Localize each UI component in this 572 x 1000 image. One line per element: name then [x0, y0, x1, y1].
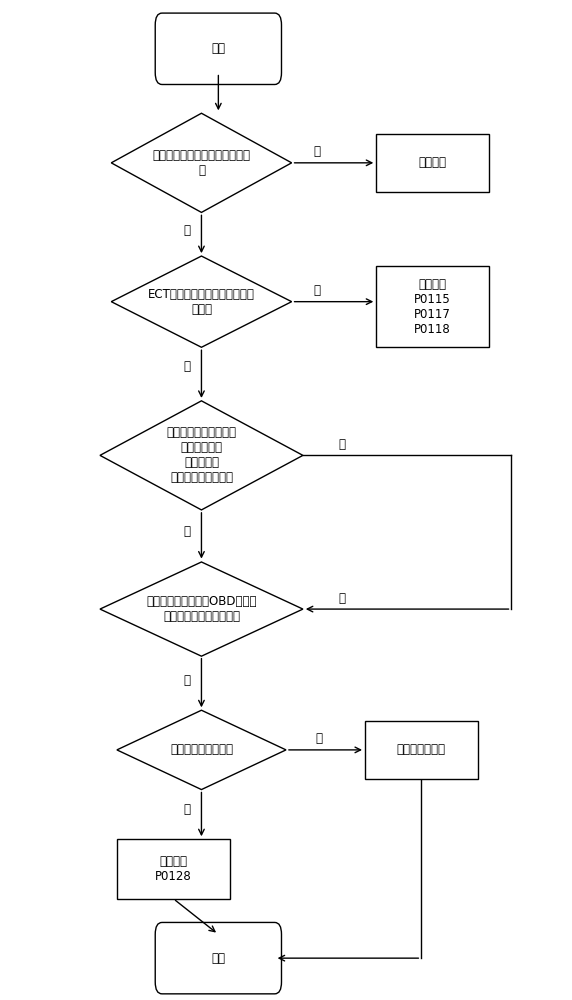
Text: 关闭暖风换热器: 关闭暖风换热器: [397, 743, 446, 756]
Text: 是: 是: [339, 592, 346, 605]
Text: 否: 否: [339, 438, 346, 451]
Text: 冷却液温度是否达到OBD系统检
测要求水温下限的最高值: 冷却液温度是否达到OBD系统检 测要求水温下限的最高值: [146, 595, 257, 623]
Text: 开始: 开始: [212, 42, 225, 55]
Polygon shape: [112, 256, 292, 347]
FancyBboxPatch shape: [155, 922, 281, 994]
Bar: [365, 721, 478, 779]
Bar: [376, 266, 489, 347]
Text: 是: 是: [313, 284, 320, 297]
Text: 否: 否: [184, 674, 191, 687]
Text: 暖风换热器是否开启: 暖风换热器是否开启: [170, 743, 233, 756]
Text: 热管理模块位置信号是否正确输
出: 热管理模块位置信号是否正确输 出: [153, 149, 251, 177]
FancyBboxPatch shape: [155, 13, 281, 84]
Text: 报故障码
P0128: 报故障码 P0128: [155, 855, 192, 883]
Polygon shape: [100, 401, 303, 510]
Text: 是: 是: [184, 224, 191, 237]
Text: 报故障码: 报故障码: [419, 156, 447, 169]
Text: 否: 否: [184, 803, 191, 816]
Text: 所有检测条件已满足？
启动水温范围
进气量累计
发动机运转时间累计: 所有检测条件已满足？ 启动水温范围 进气量累计 发动机运转时间累计: [166, 426, 236, 484]
Text: ECT是否存在电路连续性、合理
性故障: ECT是否存在电路连续性、合理 性故障: [148, 288, 255, 316]
Text: 结束: 结束: [212, 952, 225, 965]
Bar: [376, 134, 489, 192]
Bar: [117, 839, 229, 899]
Polygon shape: [117, 710, 286, 790]
Text: 是: 是: [315, 732, 322, 745]
Text: 报故障码
P0115
P0117
P0118: 报故障码 P0115 P0117 P0118: [414, 278, 451, 336]
Text: 是: 是: [184, 525, 191, 538]
Polygon shape: [100, 562, 303, 656]
Polygon shape: [112, 113, 292, 212]
Text: 否: 否: [184, 360, 191, 373]
Text: 否: 否: [313, 145, 320, 158]
